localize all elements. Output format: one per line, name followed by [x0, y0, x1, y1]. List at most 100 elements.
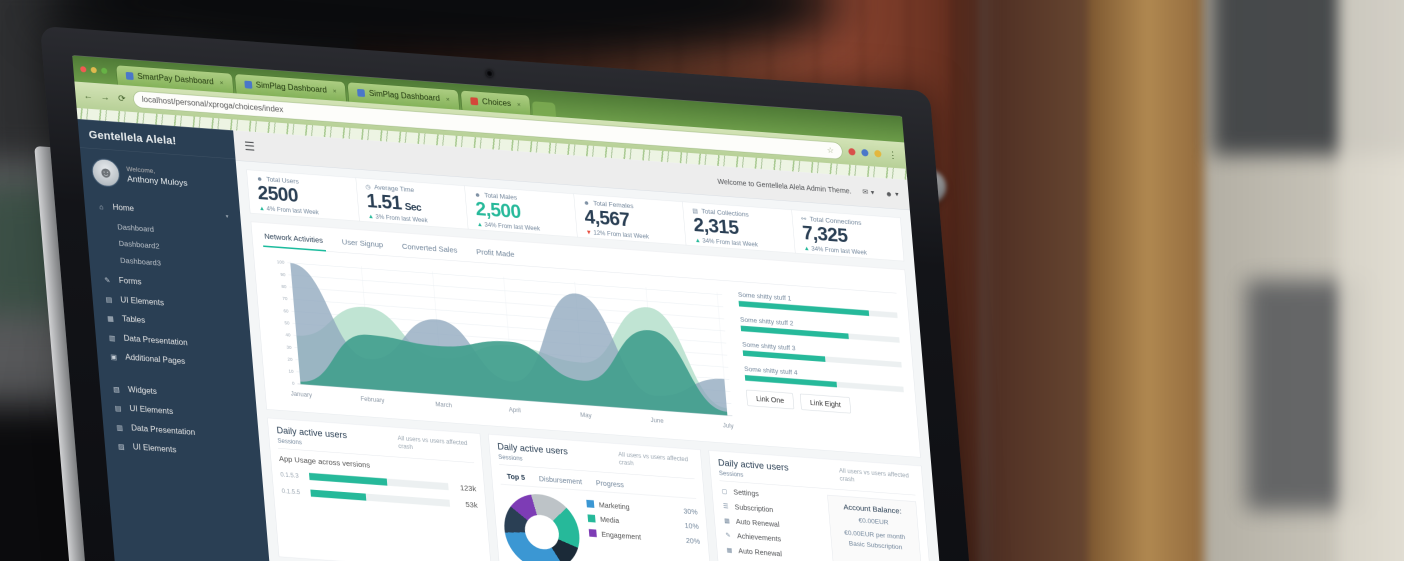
- x-tick-label: June: [650, 418, 664, 425]
- area-chart: 0 10 20 30 40 50 60 70 80 90 100 January February Mar…: [264, 253, 740, 441]
- clock-icon: ◷: [365, 182, 371, 191]
- stat-tile-total-connections: ⚯ Total Connections 7,325 ▲ 34% From last…: [791, 210, 904, 261]
- trend-arrow-icon: ▲: [258, 204, 266, 212]
- link-eight-button[interactable]: Link Eight: [799, 393, 851, 414]
- laptop-screen: SmartPay Dashboard × SimPlag Dashboard ×…: [72, 55, 959, 561]
- extension-icon[interactable]: [874, 149, 882, 158]
- chevron-down-icon: ▾: [225, 213, 229, 220]
- settings-item-settings[interactable]: ▢ Settings: [721, 487, 760, 498]
- settings-item-subscription[interactable]: ☰ Subscription: [722, 502, 774, 514]
- x-tick-label: February: [360, 396, 384, 404]
- tab-profit-made[interactable]: Profit Made: [475, 247, 515, 259]
- sidebar-menu: ⌂ Home ▾ Dashboard Dashboard2 Dashboard3…: [83, 189, 261, 466]
- settings-list: ▢ Settings ☰ Subscription: [720, 487, 826, 561]
- reload-icon[interactable]: ⟳: [117, 92, 127, 104]
- trend-arrow-icon: ▲: [367, 212, 375, 220]
- stat-tile-average-time: ◷ Average Time 1.51Sec ▲ 3% From last Wee…: [355, 178, 468, 229]
- list-icon: ☰: [722, 502, 729, 510]
- wood-pillar: [1088, 0, 1220, 561]
- back-icon[interactable]: ←: [83, 90, 93, 101]
- network-activities-card: Network Activities User Signup Converted…: [250, 221, 921, 458]
- y-tick-label: 70: [282, 296, 288, 301]
- desktop-icon: ▤: [105, 294, 113, 304]
- zoom-window-icon[interactable]: [100, 67, 108, 75]
- mail-icon: ✉: [862, 187, 869, 196]
- link-one-button[interactable]: Link One: [746, 389, 795, 410]
- y-tick-label: 90: [280, 272, 286, 277]
- account-balance-value: €0.00EUR: [858, 516, 889, 526]
- tab-close-icon[interactable]: ×: [332, 87, 337, 95]
- donut-chart: [501, 491, 583, 561]
- tab-user-signup[interactable]: User Signup: [341, 237, 384, 250]
- bar-chart-icon: ▥: [116, 422, 124, 432]
- hamburger-menu-icon[interactable]: ☰: [243, 139, 256, 154]
- laptop: SmartPay Dashboard × SimPlag Dashboard ×…: [34, 26, 989, 561]
- window-controls[interactable]: [80, 66, 108, 75]
- legend-swatch: [588, 529, 597, 538]
- tab-favicon-icon: [357, 88, 366, 98]
- user-dropdown[interactable]: ☻ ▾: [885, 189, 899, 199]
- settings-item-achievements[interactable]: ✎ Achievements: [725, 531, 782, 544]
- legend-label: Engagement: [601, 529, 642, 541]
- extension-icon[interactable]: [848, 148, 856, 156]
- stat-tile-total-collections: ▤ Total Collections 2,315 ▲ 34% From last…: [682, 202, 795, 253]
- tab-label: Choices: [481, 97, 512, 108]
- tab-progress[interactable]: Progress: [595, 478, 625, 489]
- close-window-icon[interactable]: [80, 66, 87, 73]
- y-tick-label: 0: [292, 381, 295, 386]
- tab-top5[interactable]: Top 5: [506, 472, 526, 482]
- sidebar-item-label: Forms: [118, 276, 142, 287]
- legend-value: 30%: [683, 506, 698, 516]
- sidebar-item-label: UI Elements: [132, 442, 177, 455]
- grid-line-h: [287, 262, 723, 295]
- main-area: ☰ Welcome to Gentellela Alela Admin Them…: [233, 130, 959, 561]
- legend-row: Engagement 20%: [588, 529, 700, 545]
- legend-swatch: [587, 514, 596, 523]
- panel-note: All users vs users affected crash: [397, 434, 468, 451]
- tab-favicon-icon: [125, 71, 134, 81]
- minimize-window-icon[interactable]: [90, 66, 97, 74]
- tab-favicon-icon: [244, 80, 253, 89]
- panel-settings: Daily active users Sessions All users vs…: [708, 449, 934, 561]
- settings-item-auto-renewal-2[interactable]: ▦ Auto Renewal: [726, 546, 783, 558]
- extension-icon[interactable]: [861, 148, 869, 157]
- account-balance-title: Account Balance:: [843, 502, 902, 516]
- sidebar-item-label: Data Presentation: [123, 333, 188, 348]
- y-tick-label: 80: [281, 284, 287, 289]
- tab-close-icon[interactable]: ×: [219, 78, 224, 87]
- panel-note: All users vs users affected crash: [617, 450, 689, 467]
- trend-arrow-icon: ▼: [585, 228, 593, 236]
- y-tick-label: 20: [287, 356, 293, 361]
- tab-label: SimPlag Dashboard: [368, 88, 441, 103]
- sidebar-item-label: UI Elements: [129, 404, 174, 417]
- trend-arrow-icon: ▲: [694, 236, 702, 244]
- tab-close-icon[interactable]: ×: [445, 95, 451, 104]
- new-tab-button[interactable]: [531, 101, 556, 118]
- forward-icon[interactable]: →: [99, 91, 110, 103]
- stat-tile-total-females: ☻ Total Females 4,567 ▼ 12% From last Wee…: [573, 194, 686, 245]
- settings-item-auto-renewal[interactable]: ▦ Auto Renewal: [723, 516, 780, 529]
- version-label: 0.1.5.3: [280, 470, 299, 480]
- settings-icon: ▢: [721, 487, 728, 495]
- chevron-down-icon: ▾: [870, 187, 875, 197]
- grid-line-h: [288, 274, 724, 307]
- tab-label: SmartPay Dashboard: [137, 71, 215, 87]
- messages-dropdown[interactable]: ✉ ▾: [862, 187, 875, 196]
- bookmark-star-icon[interactable]: ☆: [826, 145, 835, 156]
- sidebar-item-label: Widgets: [127, 385, 158, 397]
- browser-menu-icon[interactable]: ⋮: [887, 149, 898, 160]
- tab-close-icon[interactable]: ×: [516, 100, 522, 109]
- table-icon: ▦: [106, 313, 115, 323]
- legend-swatch: [586, 499, 595, 508]
- interior-dark-slab-top: [1212, 0, 1404, 155]
- connections-icon: ⚯: [800, 214, 807, 223]
- stat-tile-total-users: ☻ Total Users 2500 ▲ 4% From last Week: [247, 170, 359, 221]
- donut-legend: Marketing 30% Media 10%: [586, 498, 703, 561]
- interior-white-strip: [1338, 0, 1404, 561]
- x-tick-label: January: [291, 391, 313, 399]
- bar-chart-icon: ▥: [108, 333, 116, 342]
- dashboard: Gentellela Alela! ☻ Welcome, Anthony Mul…: [77, 118, 959, 561]
- y-tick-label: 10: [288, 368, 294, 373]
- x-tick-label: May: [580, 412, 592, 419]
